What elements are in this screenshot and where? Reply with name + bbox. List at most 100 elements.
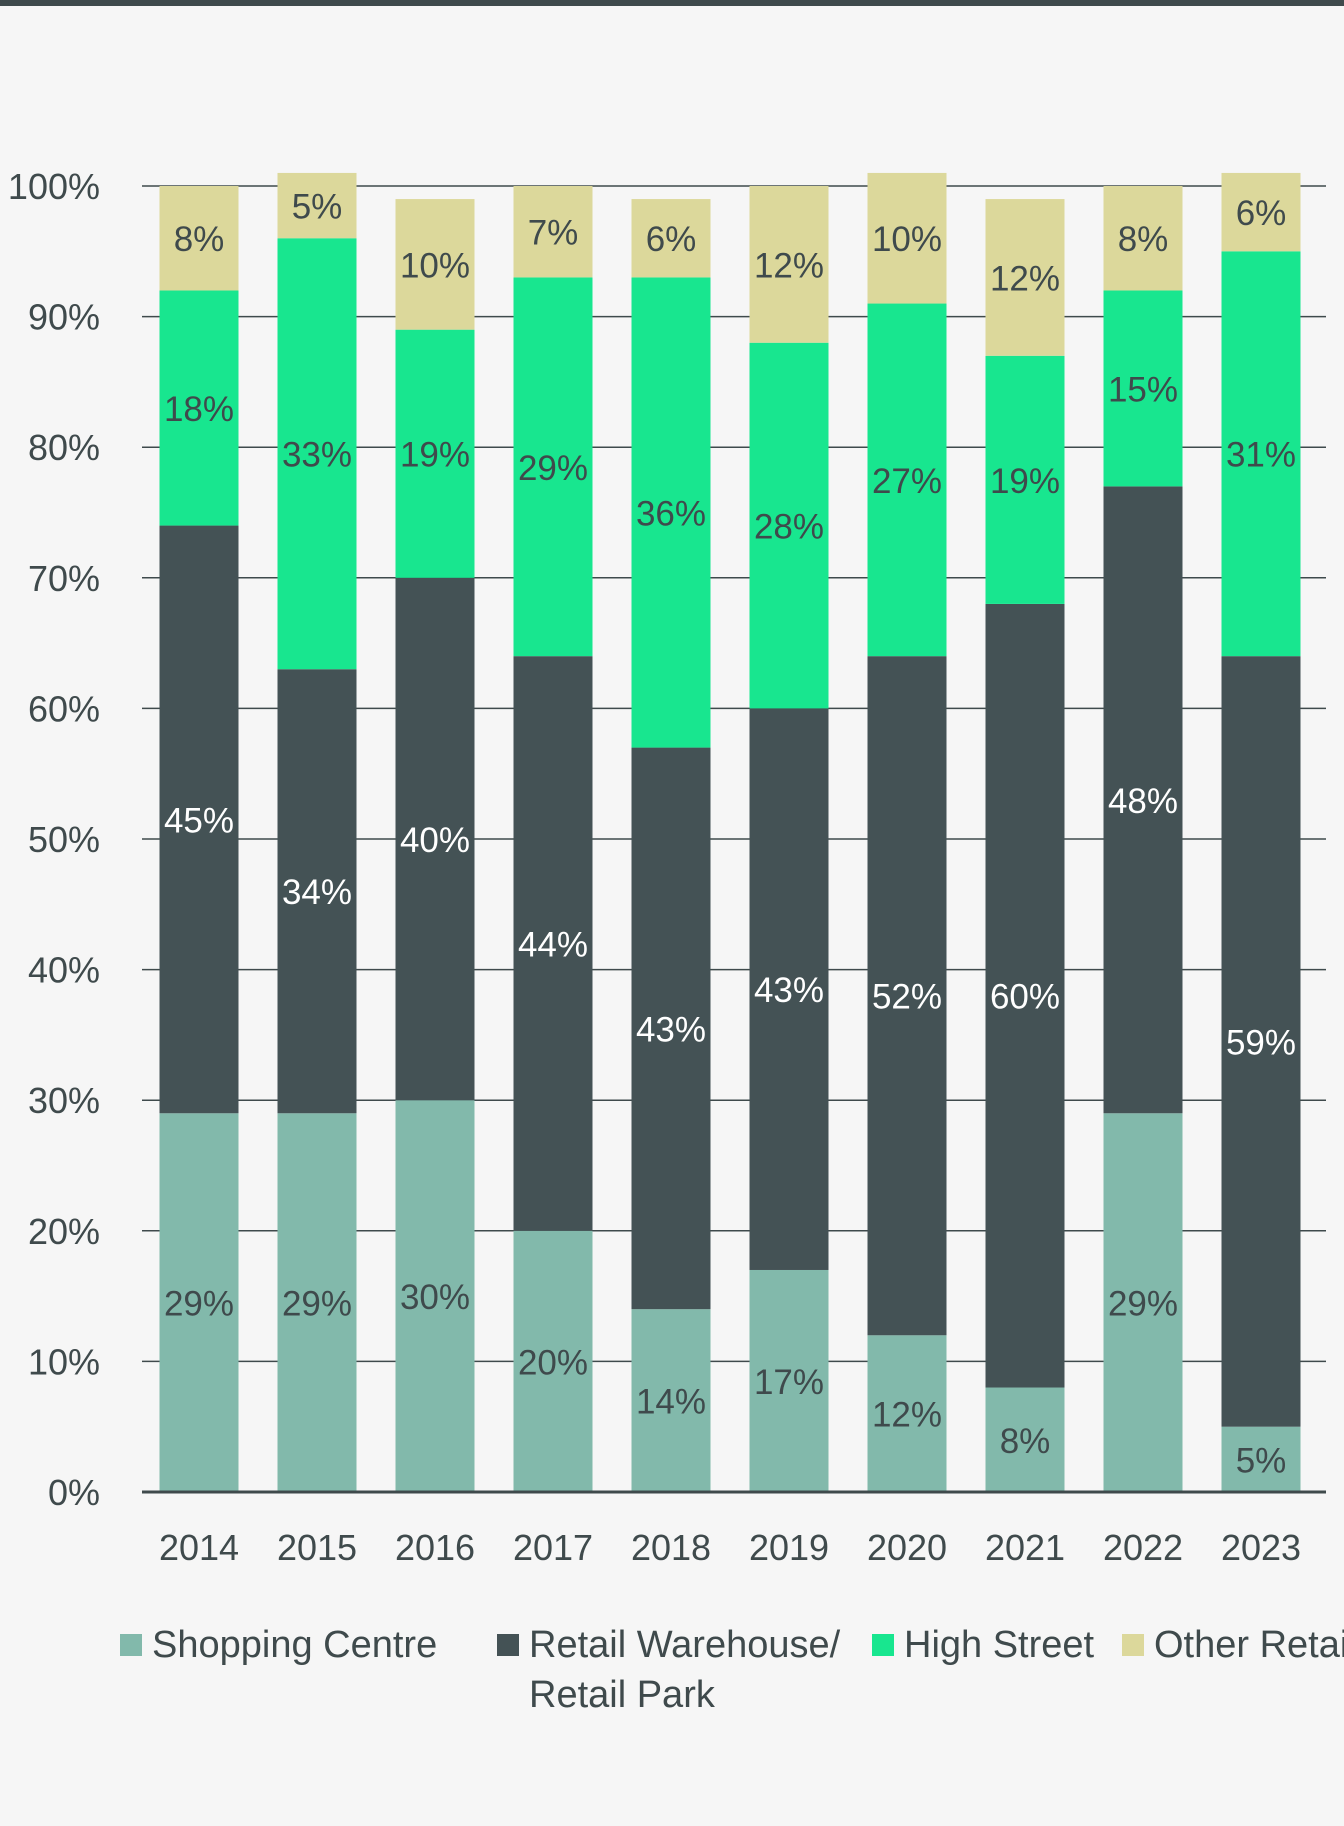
bar-segment bbox=[631, 747, 711, 1310]
bar-segment bbox=[159, 186, 239, 291]
bar-segment bbox=[749, 342, 829, 709]
x-tick-label: 2018 bbox=[631, 1527, 711, 1568]
bar-segment bbox=[513, 277, 593, 657]
data-label: 33% bbox=[282, 436, 352, 475]
y-tick-label: 40% bbox=[28, 950, 100, 991]
legend-swatch bbox=[872, 1634, 894, 1656]
data-label: 28% bbox=[754, 508, 824, 547]
x-tick-label: 2015 bbox=[277, 1527, 357, 1568]
data-label: 36% bbox=[636, 495, 706, 534]
data-label: 10% bbox=[400, 246, 470, 285]
bar-segment bbox=[631, 277, 711, 748]
bar-segment bbox=[513, 656, 593, 1231]
bar-segment bbox=[1221, 656, 1301, 1427]
data-label: 8% bbox=[1000, 1422, 1051, 1461]
bar-segment bbox=[1221, 251, 1301, 657]
bar-segment bbox=[985, 199, 1065, 356]
bar-segment bbox=[395, 577, 475, 1101]
y-tick-label: 60% bbox=[28, 688, 100, 729]
y-tick-label: 90% bbox=[28, 297, 100, 338]
bar-segment bbox=[867, 656, 947, 1336]
bar-segment bbox=[749, 1269, 829, 1492]
x-tick-label: 2022 bbox=[1103, 1527, 1183, 1568]
data-label: 15% bbox=[1108, 370, 1178, 409]
data-label: 18% bbox=[164, 390, 234, 429]
legend-label: High Street bbox=[904, 1624, 1095, 1666]
data-label: 29% bbox=[282, 1285, 352, 1324]
legend-item: Shopping Centre bbox=[120, 1620, 437, 1670]
bar-segment bbox=[867, 303, 947, 657]
data-label: 34% bbox=[282, 873, 352, 912]
x-tick-label: 2017 bbox=[513, 1527, 593, 1568]
x-tick-label: 2020 bbox=[867, 1527, 947, 1568]
data-label: 19% bbox=[990, 462, 1060, 501]
data-label: 29% bbox=[164, 1285, 234, 1324]
x-tick-label: 2019 bbox=[749, 1527, 829, 1568]
data-label: 27% bbox=[872, 462, 942, 501]
x-tick-label: 2014 bbox=[159, 1527, 239, 1568]
bar-segment bbox=[1221, 172, 1301, 252]
data-label: 10% bbox=[872, 220, 942, 259]
legend-swatch bbox=[497, 1634, 519, 1656]
bar-segment bbox=[159, 290, 239, 526]
bar-segment bbox=[277, 238, 357, 670]
data-label: 59% bbox=[1226, 1023, 1296, 1062]
legend-label: Other Retail bbox=[1154, 1624, 1344, 1666]
bar-segment bbox=[985, 603, 1065, 1388]
bar-segment bbox=[513, 1230, 593, 1492]
legend-item: Other Retail bbox=[1122, 1620, 1344, 1670]
bar-segment bbox=[867, 172, 947, 304]
bar-segment bbox=[159, 1113, 239, 1492]
y-tick-label: 0% bbox=[48, 1472, 100, 1513]
data-label: 43% bbox=[636, 1010, 706, 1049]
data-label: 40% bbox=[400, 821, 470, 860]
data-label: 5% bbox=[1236, 1441, 1287, 1480]
top-accent-bar bbox=[0, 0, 1344, 6]
bar-segment bbox=[277, 172, 357, 239]
data-label: 6% bbox=[1236, 194, 1287, 233]
data-label: 6% bbox=[646, 220, 697, 259]
data-label: 60% bbox=[990, 978, 1060, 1017]
data-label: 29% bbox=[1108, 1285, 1178, 1324]
data-label: 12% bbox=[754, 246, 824, 285]
bar-segment bbox=[631, 199, 711, 278]
data-label: 43% bbox=[754, 971, 824, 1010]
data-label: 14% bbox=[636, 1383, 706, 1422]
legend-label: Shopping Centre bbox=[152, 1624, 438, 1666]
x-tick-label: 2016 bbox=[395, 1527, 475, 1568]
bar-segment bbox=[395, 329, 475, 578]
data-label: 29% bbox=[518, 449, 588, 488]
y-tick-label: 10% bbox=[28, 1341, 100, 1382]
bar-segment bbox=[985, 1387, 1065, 1492]
y-tick-label: 70% bbox=[28, 558, 100, 599]
data-label: 44% bbox=[518, 925, 588, 964]
stacked-bar-chart: 0% 10% 20% 30% 40% 50% 60% 70% 80% 90% 100% 29% 45% 1… bbox=[8, 166, 1326, 1568]
x-tick-label: 2023 bbox=[1221, 1527, 1301, 1568]
bar-segment bbox=[1103, 486, 1183, 1114]
bar-segment bbox=[1103, 186, 1183, 291]
data-label: 19% bbox=[400, 436, 470, 475]
x-tick-label: 2021 bbox=[985, 1527, 1065, 1568]
legend-swatch bbox=[120, 1634, 142, 1656]
bar-segment bbox=[1221, 1426, 1301, 1492]
bar-segment bbox=[395, 199, 475, 330]
data-label: 8% bbox=[174, 220, 225, 259]
bar-segment bbox=[749, 186, 829, 343]
data-label: 7% bbox=[528, 214, 579, 253]
bar-segment bbox=[1103, 1113, 1183, 1492]
data-label: 8% bbox=[1118, 220, 1169, 259]
bar-segment bbox=[631, 1309, 711, 1492]
data-label: 30% bbox=[400, 1278, 470, 1317]
data-label: 5% bbox=[292, 188, 343, 227]
data-label: 48% bbox=[1108, 782, 1178, 821]
legend-label: Retail Warehouse/ Retail Park bbox=[529, 1624, 841, 1716]
bar-segment bbox=[395, 1100, 475, 1492]
legend-swatch bbox=[1122, 1634, 1144, 1656]
data-label: 12% bbox=[990, 259, 1060, 298]
data-label: 31% bbox=[1226, 436, 1296, 475]
bar-segment bbox=[867, 1335, 947, 1492]
bar-segment bbox=[159, 525, 239, 1114]
bar-segment bbox=[277, 669, 357, 1114]
y-tick-label: 80% bbox=[28, 427, 100, 468]
